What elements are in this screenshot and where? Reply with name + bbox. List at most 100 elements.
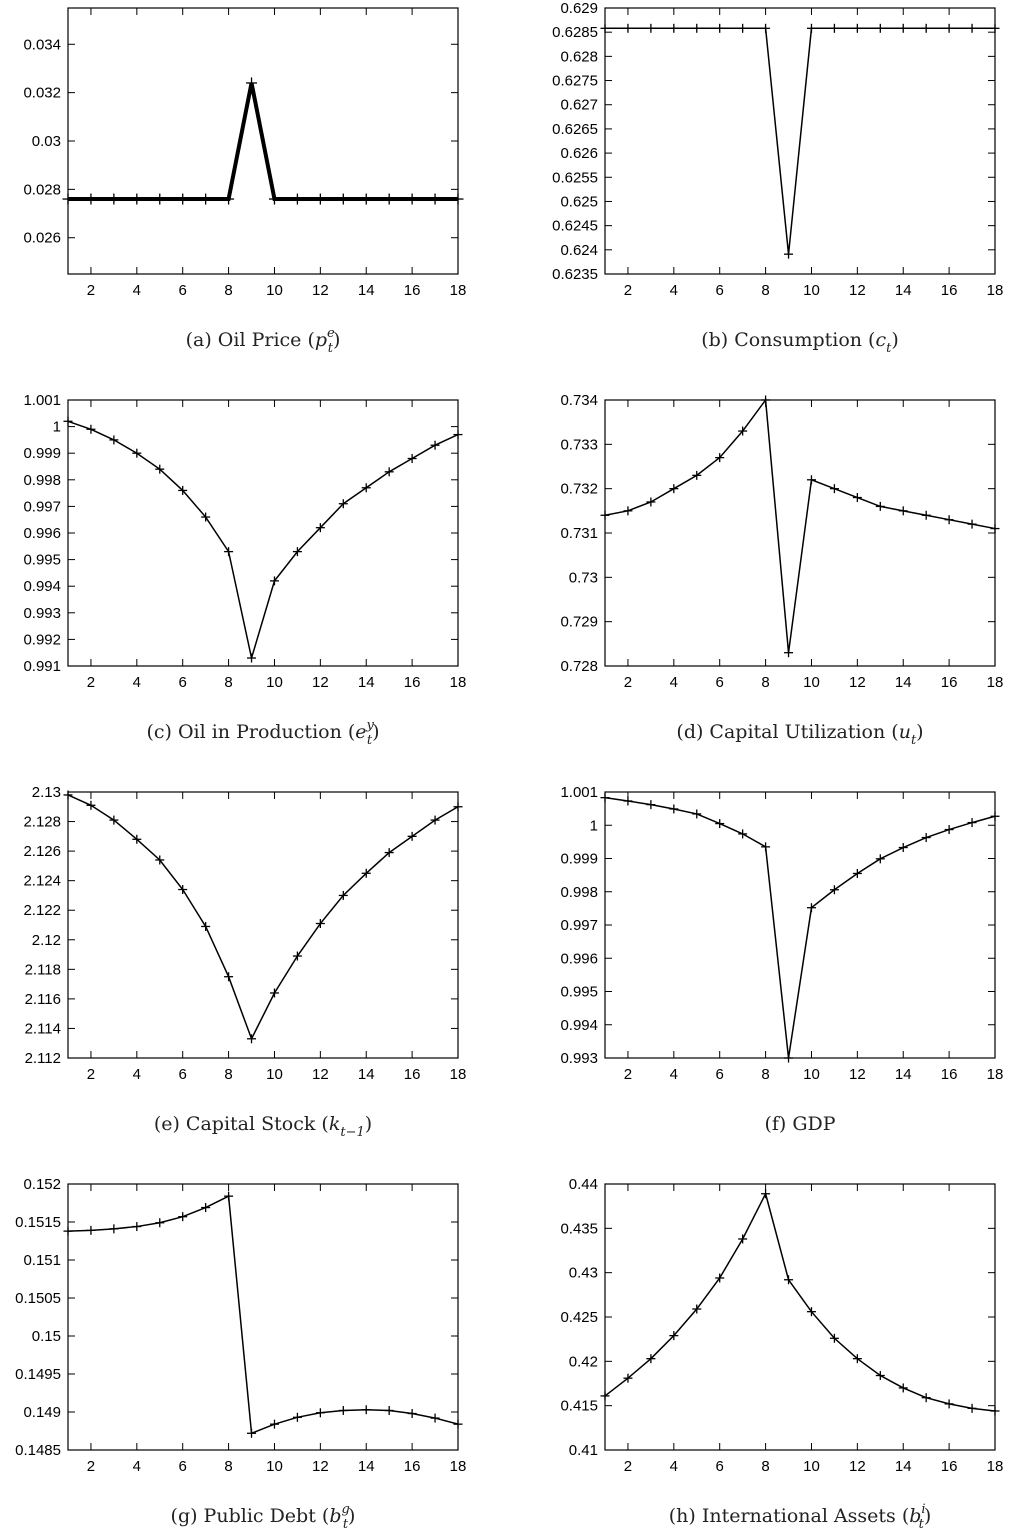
data-point — [453, 802, 463, 812]
data-point — [852, 493, 862, 503]
data-point — [361, 868, 371, 878]
data-point — [806, 1307, 816, 1317]
data-point — [406, 193, 418, 205]
y-tick-label: 2.126 — [23, 843, 61, 860]
data-point — [738, 829, 748, 839]
data-point — [921, 510, 931, 520]
data-point — [86, 800, 96, 810]
caption-symbol: c — [875, 329, 886, 351]
data-point — [967, 23, 977, 33]
y-tick-label: 0.628 — [560, 48, 598, 65]
x-tick-label: 14 — [895, 1066, 912, 1083]
x-tick-label: 8 — [761, 282, 769, 299]
data-point — [806, 903, 816, 913]
panel-caption: (e) Capital Stock (kt−1) — [154, 1113, 372, 1140]
y-tick-label: 0.41 — [569, 1442, 598, 1459]
data-point — [875, 23, 885, 33]
data-point — [269, 576, 279, 586]
data-point — [155, 1218, 165, 1228]
y-tick-label: 0.999 — [23, 445, 61, 462]
x-tick-label: 12 — [849, 1458, 866, 1475]
plot-frame — [604, 791, 996, 1059]
y-tick-label: 2.128 — [23, 814, 61, 831]
y-tick-label: 0.032 — [23, 85, 61, 102]
data-point — [738, 426, 748, 436]
data-point — [200, 193, 212, 205]
y-tick-label: 0.42 — [569, 1353, 598, 1370]
y-tick-label: 0.734 — [560, 392, 598, 409]
caption-symbol: e — [355, 721, 366, 743]
data-point — [600, 23, 610, 33]
data-point — [132, 1222, 142, 1232]
y-tick-label: 2.124 — [23, 873, 61, 890]
data-point — [224, 972, 234, 982]
x-tick-label: 14 — [358, 1066, 375, 1083]
caption-superscript: y — [366, 718, 375, 733]
y-tick-label: 0.15 — [32, 1328, 61, 1345]
x-tick-label: 12 — [312, 1458, 329, 1475]
data-point — [155, 464, 165, 474]
data-point — [692, 1304, 702, 1314]
data-point — [247, 653, 257, 663]
data-point — [623, 796, 633, 806]
data-point — [246, 77, 258, 89]
series-line — [604, 796, 996, 1059]
y-tick-label: 0.149 — [23, 1404, 61, 1421]
data-point — [430, 815, 440, 825]
y-tick-label: 0.415 — [560, 1398, 598, 1415]
data-point — [875, 501, 885, 511]
y-tick-label: 2.118 — [25, 961, 61, 978]
data-point — [875, 1371, 885, 1381]
data-point — [715, 1273, 725, 1283]
y-tick-label: 0.151 — [23, 1252, 61, 1269]
x-tick-label: 6 — [179, 674, 187, 691]
y-tick-label: 2.12 — [32, 932, 61, 949]
x-tick-label: 12 — [312, 282, 329, 299]
y-tick-label: 0.629 — [560, 0, 598, 17]
data-point — [360, 193, 372, 205]
y-tick-label: 2.13 — [32, 784, 61, 801]
data-point — [337, 193, 349, 205]
x-tick-label: 8 — [224, 1458, 232, 1475]
data-point — [269, 1419, 279, 1429]
data-point — [944, 515, 954, 525]
data-point — [806, 23, 816, 33]
data-point — [852, 868, 862, 878]
y-tick-label: 0.998 — [23, 472, 61, 489]
x-tick-label: 10 — [266, 1458, 283, 1475]
data-point — [132, 448, 142, 458]
x-tick-label: 14 — [895, 674, 912, 691]
data-point — [692, 809, 702, 819]
data-point — [430, 1413, 440, 1423]
y-tick-label: 0.1505 — [15, 1290, 61, 1307]
y-tick-label: 0.999 — [560, 851, 598, 868]
data-point — [875, 854, 885, 864]
panel-caption: (a) Oil Price (pe t) — [186, 326, 341, 356]
y-tick-label: 0.152 — [23, 1176, 61, 1193]
y-tick-label: 0.626 — [560, 145, 598, 162]
data-point — [738, 1234, 748, 1244]
data-point — [829, 23, 839, 33]
y-tick-label: 2.112 — [25, 1050, 61, 1067]
data-point — [361, 1405, 371, 1415]
data-point — [407, 454, 417, 464]
data-point — [178, 485, 188, 495]
data-point — [829, 885, 839, 895]
data-point — [109, 815, 119, 825]
caption-text: (d) Capital Utilization ( — [676, 721, 898, 743]
x-tick-label: 14 — [358, 674, 375, 691]
x-tick-label: 4 — [670, 282, 678, 299]
data-point — [784, 249, 794, 259]
x-tick-label: 8 — [224, 282, 232, 299]
x-tick-label: 18 — [987, 674, 1004, 691]
data-point — [990, 23, 1000, 33]
data-point — [429, 193, 441, 205]
x-tick-label: 4 — [670, 674, 678, 691]
data-point — [201, 1203, 211, 1213]
x-tick-label: 12 — [849, 282, 866, 299]
data-point — [109, 1224, 119, 1234]
x-tick-label: 10 — [266, 674, 283, 691]
y-tick-label: 0.994 — [560, 1017, 598, 1034]
data-point — [338, 1405, 348, 1415]
